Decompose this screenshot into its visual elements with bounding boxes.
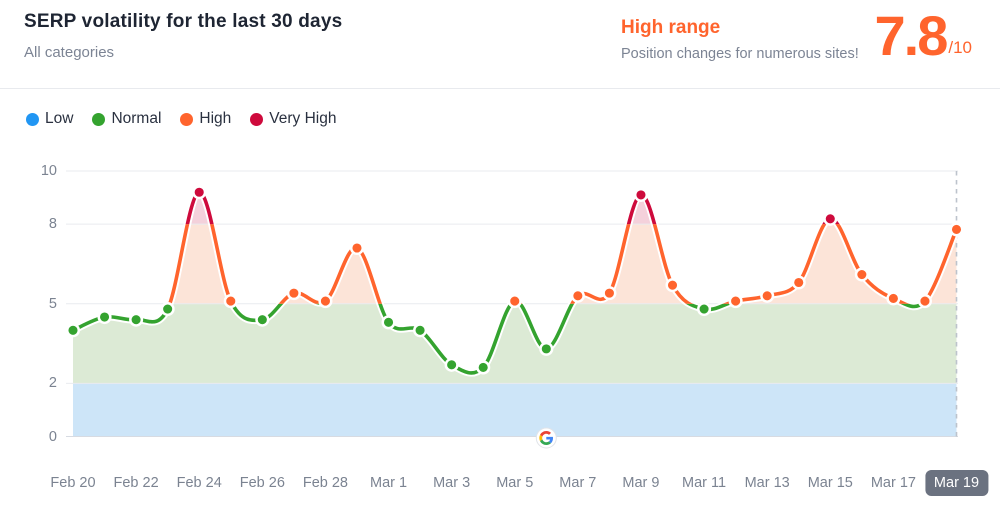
legend-label-normal: Normal <box>111 110 162 127</box>
data-point[interactable] <box>728 294 743 309</box>
x-tick-label: Mar 17 <box>870 475 916 491</box>
x-tick-label-current: Mar 19 <box>924 470 989 496</box>
data-point[interactable] <box>665 278 680 293</box>
data-point[interactable] <box>192 185 207 200</box>
legend-item-high: High <box>180 110 231 128</box>
data-point[interactable] <box>697 302 712 317</box>
data-point[interactable] <box>507 294 522 309</box>
category-filter-label: All categories <box>24 44 115 61</box>
data-point[interactable] <box>413 323 428 338</box>
very-high-dot-icon <box>250 112 264 126</box>
x-tick-label: Mar 5 <box>496 475 534 491</box>
y-tick-label: 5 <box>48 295 57 312</box>
score-value: 7.8 <box>874 4 949 67</box>
data-point[interactable] <box>949 222 964 237</box>
data-point[interactable] <box>539 341 554 356</box>
range-description: Position changes for numerous sites! <box>621 46 859 62</box>
legend-label-very-high: Very High <box>269 110 337 127</box>
data-point[interactable] <box>886 291 901 306</box>
legend-label-high: High <box>199 110 232 127</box>
x-tick-label: Mar 11 <box>682 475 727 491</box>
legend-item-very-high: Very High <box>250 110 336 128</box>
data-point[interactable] <box>444 357 459 372</box>
data-point[interactable] <box>349 240 365 256</box>
legend-item-low: Low <box>26 110 73 128</box>
normal-dot-icon <box>92 112 106 126</box>
y-tick-label: 2 <box>48 375 57 392</box>
legend-item-normal: Normal <box>92 110 161 128</box>
data-point[interactable] <box>570 288 585 303</box>
data-point[interactable] <box>65 323 81 338</box>
low-dot-icon <box>26 112 39 126</box>
data-point[interactable] <box>223 294 238 309</box>
high-dot-icon <box>180 112 194 126</box>
x-tick-label: Feb 22 <box>113 475 159 491</box>
x-tick-label: Feb 26 <box>239 475 285 491</box>
x-tick-label: Feb 20 <box>50 475 96 491</box>
data-point[interactable] <box>255 312 270 327</box>
x-tick-label: Mar 3 <box>433 475 471 491</box>
x-tick-label: Mar 9 <box>622 475 660 491</box>
google-icon[interactable] <box>535 427 557 449</box>
data-point[interactable] <box>318 294 333 309</box>
data-point[interactable] <box>476 360 491 375</box>
data-point[interactable] <box>854 267 869 282</box>
data-point[interactable] <box>791 275 806 290</box>
data-point[interactable] <box>129 312 144 327</box>
data-point[interactable] <box>823 211 838 226</box>
data-point[interactable] <box>381 315 396 330</box>
y-tick-label: 0 <box>48 428 57 445</box>
data-point[interactable] <box>97 309 112 325</box>
score-max: /10 <box>948 37 972 57</box>
x-tick-label: Feb 24 <box>176 475 222 491</box>
range-summary: High range Position changes for numerous… <box>621 17 859 62</box>
x-tick-label: Feb 28 <box>302 475 348 491</box>
chart-legend: Low Normal High Very High <box>26 110 336 128</box>
x-tick-label: Mar 13 <box>744 475 790 491</box>
range-label: High range <box>621 17 721 38</box>
header-divider <box>0 88 1000 89</box>
data-point[interactable] <box>602 286 617 301</box>
y-tick-label: 8 <box>48 216 57 233</box>
legend-label-low: Low <box>45 110 74 127</box>
data-point[interactable] <box>760 288 775 303</box>
x-tick-label: Mar 1 <box>369 475 408 491</box>
widget-title: SERP volatility for the last 30 days <box>24 11 343 32</box>
volatility-score: 7.8 /10 <box>874 4 973 67</box>
data-point[interactable] <box>633 187 649 202</box>
data-point[interactable] <box>286 286 301 301</box>
data-point[interactable] <box>160 302 175 317</box>
y-tick-label: 10 <box>40 163 57 179</box>
data-point[interactable] <box>917 294 932 309</box>
x-tick-label: Mar 15 <box>807 475 853 491</box>
x-tick-label: Mar 7 <box>559 475 597 491</box>
